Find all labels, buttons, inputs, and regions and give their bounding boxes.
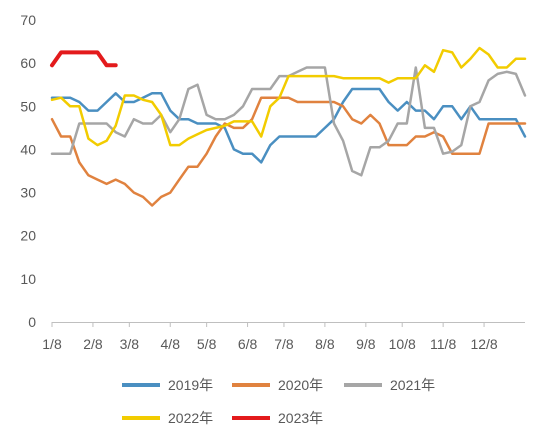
x-tick-label: 10/8	[389, 336, 416, 352]
x-tick-label: 6/8	[238, 336, 258, 352]
axes: 0 10 20 30 40 50 60 70 1/8 2/8 3/8 4/8 5/8 6/8 7/8 8/8 9…	[20, 12, 525, 352]
legend-label: 2020年	[278, 377, 323, 393]
x-tick-label: 8/8	[315, 336, 335, 352]
y-tick-label: 50	[20, 98, 36, 114]
legend-label: 2021年	[390, 377, 435, 393]
series-lines	[50, 46, 527, 207]
x-tick-label: 11/8	[430, 336, 456, 352]
y-tick-label: 10	[20, 271, 36, 287]
series-line-2	[50, 96, 527, 207]
legend: 2019年 2020年 2021年 2022年 2023年	[122, 377, 435, 426]
x-tick-label: 3/8	[120, 336, 140, 352]
x-tick-label: 9/8	[356, 336, 376, 352]
y-tick-label: 30	[20, 185, 36, 201]
y-tick-label: 40	[20, 141, 36, 157]
y-tick-label: 70	[20, 12, 36, 28]
x-tick-label: 1/8	[42, 336, 62, 352]
x-tick-label: 7/8	[274, 336, 294, 352]
x-tick-label: 12/8	[470, 336, 497, 352]
y-tick-label: 20	[20, 228, 36, 244]
x-tick-label: 5/8	[197, 336, 217, 352]
y-tick-label: 60	[20, 55, 36, 71]
series-line-3	[50, 66, 527, 177]
series-line-5	[50, 50, 118, 68]
series-line-1	[50, 87, 527, 164]
x-tick-label: 2/8	[83, 336, 103, 352]
legend-label: 2022年	[168, 410, 213, 426]
legend-label: 2019年	[168, 377, 213, 393]
legend-label: 2023年	[278, 410, 323, 426]
y-tick-label: 0	[28, 314, 36, 330]
x-tick-label: 4/8	[161, 336, 181, 352]
series-line-4	[50, 46, 527, 147]
